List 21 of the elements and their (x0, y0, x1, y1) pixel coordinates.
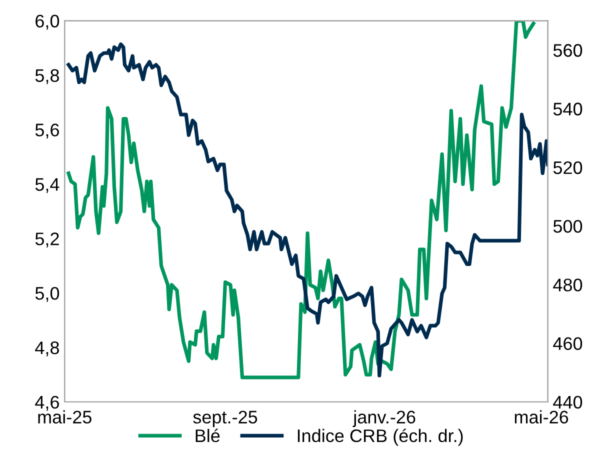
y2-tick-label: 540 (553, 102, 582, 116)
y-tick-label: 5,4 (35, 178, 60, 193)
y2-tick-label: 500 (553, 220, 582, 233)
y-tick-label: 5,2 (35, 232, 59, 248)
legend-label: Indice CRB (éch. dr.) (298, 428, 463, 446)
y-tick-label: 4,8 (35, 341, 59, 356)
y-tick-label: 6,0 (36, 14, 60, 30)
y-tick-label: 5,8 (35, 69, 59, 84)
x-tick-label: mai-26 (514, 410, 568, 424)
y2-tick-label: 560 (553, 44, 582, 57)
y2-tick-label: 440 (553, 396, 582, 409)
y2-tick-label: 460 (553, 337, 582, 350)
y-tick-label: 5,6 (35, 124, 59, 139)
y2-tick-label: 520 (553, 161, 582, 174)
y-tick-label: 4,6 (35, 396, 59, 411)
y-tick-label: 5,0 (35, 286, 60, 302)
legend-label: Blé (196, 428, 220, 442)
y2-tick-label: 480 (553, 278, 582, 292)
x-tick-label: mai-25 (38, 410, 92, 424)
x-tick-label: janv.-26 (352, 410, 416, 428)
x-tick-label: sept.-25 (193, 410, 258, 428)
